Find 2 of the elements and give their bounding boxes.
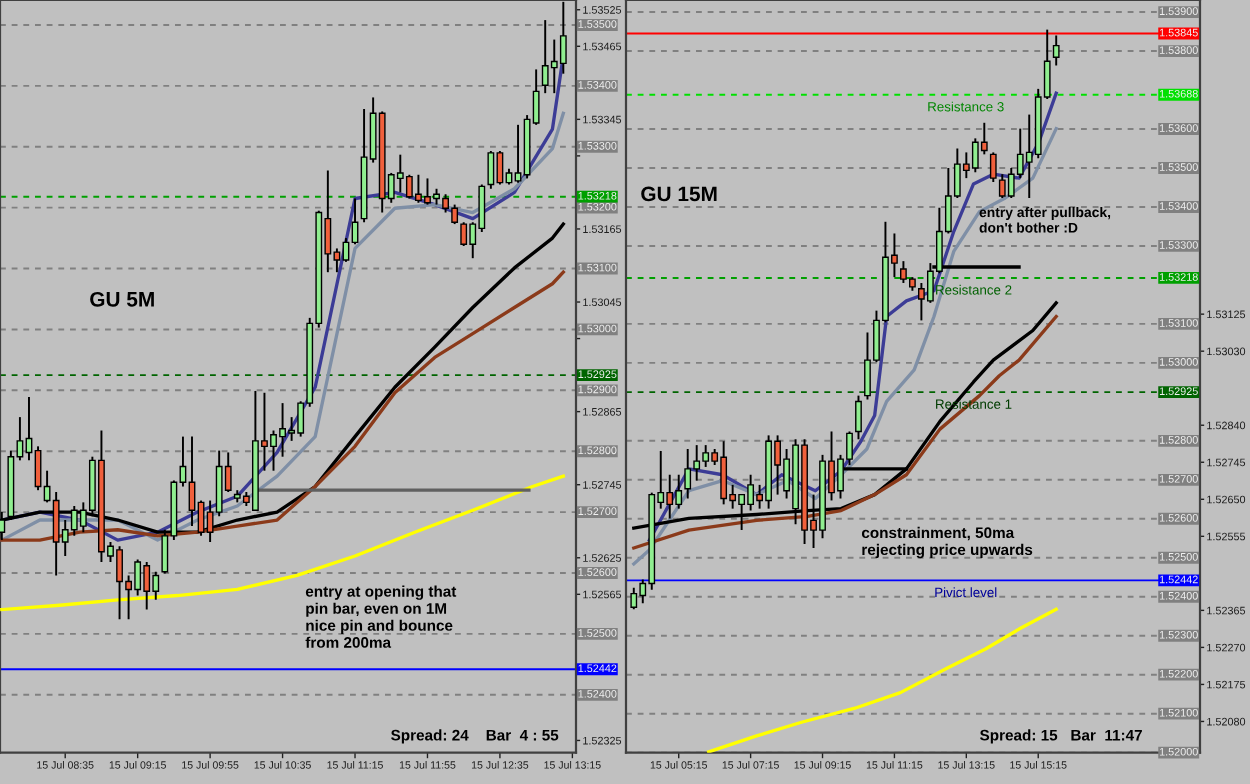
annotation: GU 15M <box>641 186 717 202</box>
annotation: GU 5M <box>90 291 154 307</box>
